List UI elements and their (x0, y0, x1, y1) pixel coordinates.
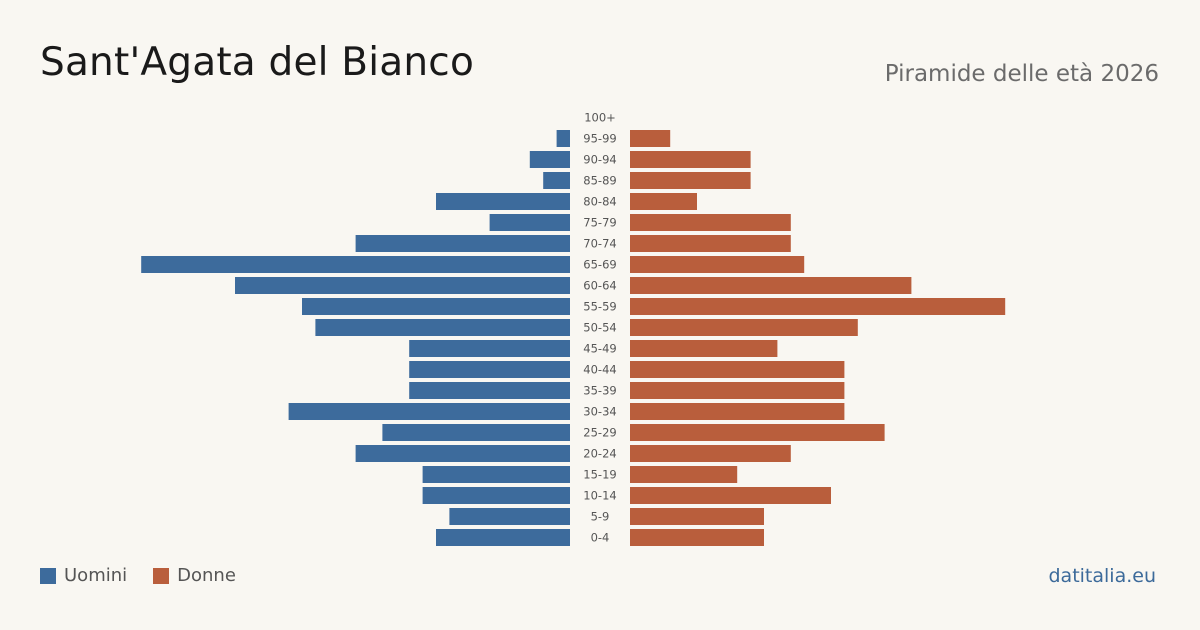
bar-male-75-79 (489, 214, 570, 231)
bar-female-40-44 (630, 361, 845, 378)
bar-male-45-49 (409, 340, 570, 357)
legend-swatch-female (153, 568, 170, 584)
bar-male-5-9 (449, 508, 570, 525)
age-label-0-4: 0-4 (591, 531, 610, 545)
age-label-100+: 100+ (584, 111, 616, 125)
legend-item-male: Uomini (40, 565, 127, 587)
chart-legend: Uomini Donne (40, 565, 262, 587)
age-label-45-49: 45-49 (583, 342, 616, 356)
bar-male-0-4 (436, 529, 570, 546)
age-label-90-94: 90-94 (583, 153, 616, 167)
age-label-85-89: 85-89 (583, 174, 616, 188)
bar-female-45-49 (630, 340, 778, 357)
bar-male-15-19 (422, 466, 570, 483)
bar-female-15-19 (630, 466, 738, 483)
bar-female-60-64 (630, 277, 912, 294)
age-label-5-9: 5-9 (591, 510, 610, 524)
age-label-40-44: 40-44 (583, 363, 616, 377)
age-label-95-99: 95-99 (583, 132, 616, 146)
bar-female-10-14 (630, 487, 831, 504)
bar-female-25-29 (630, 424, 885, 441)
bar-female-95-99 (630, 130, 671, 147)
bar-male-50-54 (315, 319, 570, 336)
age-label-65-69: 65-69 (583, 258, 616, 272)
bar-female-55-59 (630, 298, 1006, 315)
age-label-60-64: 60-64 (583, 279, 616, 293)
bar-female-90-94 (630, 151, 751, 168)
age-label-75-79: 75-79 (583, 216, 616, 230)
bar-male-25-29 (382, 424, 570, 441)
age-label-30-34: 30-34 (583, 405, 616, 419)
age-label-55-59: 55-59 (583, 300, 616, 314)
bar-female-85-89 (630, 172, 751, 189)
age-label-25-29: 25-29 (583, 426, 616, 440)
bar-male-20-24 (355, 445, 570, 462)
age-label-10-14: 10-14 (583, 489, 616, 503)
bar-male-55-59 (302, 298, 570, 315)
bar-female-65-69 (630, 256, 805, 273)
bar-male-85-89 (543, 172, 570, 189)
source-link[interactable]: datitalia.eu (1048, 565, 1157, 587)
age-label-15-19: 15-19 (583, 468, 616, 482)
bar-female-80-84 (630, 193, 697, 210)
bar-male-30-34 (288, 403, 570, 420)
bar-male-60-64 (235, 277, 570, 294)
age-label-70-74: 70-74 (583, 237, 616, 251)
bar-female-35-39 (630, 382, 845, 399)
bar-female-0-4 (630, 529, 764, 546)
bar-male-80-84 (436, 193, 570, 210)
bar-male-90-94 (529, 151, 570, 168)
legend-label-female: Donne (177, 565, 236, 586)
bar-female-30-34 (630, 403, 845, 420)
bar-female-50-54 (630, 319, 858, 336)
bar-male-35-39 (409, 382, 570, 399)
bar-male-70-74 (355, 235, 570, 252)
legend-item-female: Donne (153, 565, 236, 587)
age-label-50-54: 50-54 (583, 321, 616, 335)
legend-label-male: Uomini (64, 565, 128, 586)
bar-male-40-44 (409, 361, 570, 378)
bar-female-20-24 (630, 445, 791, 462)
bar-female-5-9 (630, 508, 764, 525)
chart-title: Sant'Agata del Bianco (40, 40, 474, 85)
legend-swatch-male (40, 568, 56, 584)
age-label-35-39: 35-39 (583, 384, 616, 398)
bar-female-70-74 (630, 235, 791, 252)
bar-male-95-99 (556, 130, 570, 147)
chart-subtitle: Piramide delle età 2026 (884, 61, 1159, 87)
age-label-80-84: 80-84 (583, 195, 616, 209)
age-label-20-24: 20-24 (583, 447, 616, 461)
bar-female-75-79 (630, 214, 791, 231)
bar-male-65-69 (141, 256, 570, 273)
bar-male-10-14 (422, 487, 570, 504)
